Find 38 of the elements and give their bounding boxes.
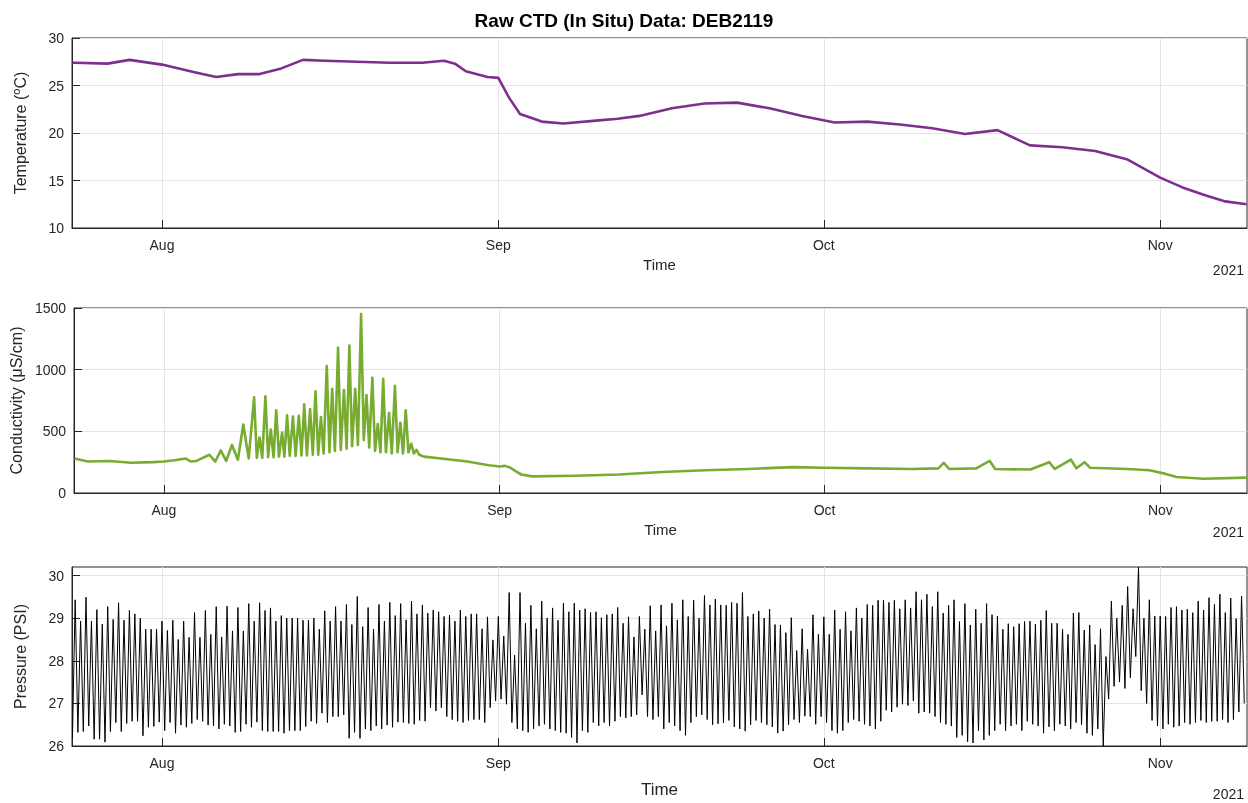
y-tick-label: 25 (48, 77, 65, 94)
x-tick-label: Oct (813, 502, 836, 518)
y-tick-label: 30 (48, 30, 65, 46)
x-tick-label: Oct (812, 755, 835, 771)
y-tick-label: 0 (58, 485, 67, 501)
x-axis-title: Time (644, 520, 677, 538)
x-tick-label: Nov (1147, 755, 1173, 771)
x-tick-label: Aug (151, 502, 177, 518)
y-axis-title: Conductivity (μS/cm) (7, 326, 25, 475)
x-tick-label: Nov (1147, 237, 1173, 253)
y-tick-label: 29 (48, 610, 65, 627)
y-tick-label: 26 (48, 738, 65, 754)
text: 2021 (1212, 262, 1245, 278)
x-tick-label: Sep (487, 502, 513, 518)
x-axis-title: Time (643, 255, 676, 273)
y-tick-label: 500 (42, 423, 67, 440)
text: 2021 (1212, 524, 1245, 540)
y-tick-label: 1500 (34, 300, 67, 316)
x-tick-label: Oct (812, 237, 835, 253)
y-tick-label: 30 (48, 567, 65, 584)
x-tick-label: Sep (485, 237, 511, 253)
line-series (73, 312, 1248, 481)
x-tick-label: Nov (1147, 502, 1173, 518)
text: 2021 (1212, 786, 1245, 802)
line-series (71, 58, 1248, 206)
x-tick-label: Sep (485, 755, 511, 771)
y-tick-label: 15 (48, 172, 65, 189)
y-tick-label: 20 (48, 125, 65, 141)
y-tick-label: 27 (48, 695, 65, 712)
x-tick-label: Aug (149, 237, 175, 253)
line-series (71, 566, 1245, 747)
y-tick-label: 10 (48, 220, 65, 236)
x-axis-title: Time (640, 780, 679, 799)
chart-title: Raw CTD (In Situ) Data: DEB2119 (474, 10, 774, 31)
y-axis-title: Pressure (PSI) (11, 604, 29, 709)
x-tick-label: Aug (149, 755, 175, 771)
y-tick-label: 28 (48, 652, 65, 669)
y-tick-label: 1000 (34, 361, 67, 378)
